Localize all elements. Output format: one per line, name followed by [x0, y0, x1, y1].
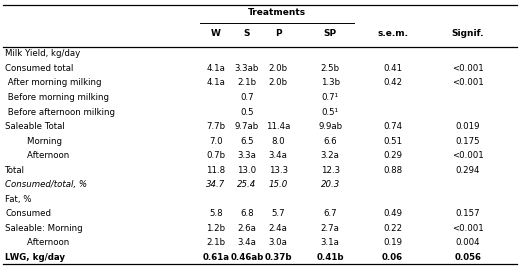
Text: Milk Yield, kg/day: Milk Yield, kg/day — [5, 49, 81, 58]
Text: 2.0b: 2.0b — [269, 78, 288, 88]
Text: 3.3ab: 3.3ab — [235, 64, 259, 73]
Text: 7.0: 7.0 — [209, 136, 223, 146]
Text: Fat, %: Fat, % — [5, 195, 32, 203]
Text: 3.0a: 3.0a — [269, 238, 288, 247]
Text: 0.42: 0.42 — [383, 78, 402, 88]
Text: 34.7: 34.7 — [206, 180, 226, 189]
Text: 3.1a: 3.1a — [321, 238, 340, 247]
Text: Afternoon: Afternoon — [5, 238, 70, 247]
Text: <0.001: <0.001 — [452, 151, 484, 160]
Text: 0.5: 0.5 — [240, 108, 254, 116]
Text: 2.1b: 2.1b — [206, 238, 225, 247]
Text: 0.49: 0.49 — [383, 209, 402, 218]
Text: s.e.m.: s.e.m. — [377, 29, 408, 38]
Text: 0.74: 0.74 — [383, 122, 402, 131]
Text: 0.37b: 0.37b — [264, 253, 292, 262]
Text: 15.0: 15.0 — [268, 180, 288, 189]
Text: 11.4a: 11.4a — [266, 122, 290, 131]
Text: <0.001: <0.001 — [452, 64, 484, 73]
Text: 0.61a: 0.61a — [202, 253, 229, 262]
Text: 5.7: 5.7 — [271, 209, 285, 218]
Text: 4.1a: 4.1a — [206, 78, 225, 88]
Text: 3.4a: 3.4a — [269, 151, 288, 160]
Text: 0.41b: 0.41b — [316, 253, 344, 262]
Text: Before afternoon milking: Before afternoon milking — [5, 108, 115, 116]
Text: 9.9ab: 9.9ab — [318, 122, 342, 131]
Text: After morning milking: After morning milking — [5, 78, 102, 88]
Text: 11.8: 11.8 — [206, 166, 225, 175]
Text: 0.29: 0.29 — [383, 151, 402, 160]
Text: 2.5b: 2.5b — [321, 64, 340, 73]
Text: 2.4a: 2.4a — [269, 223, 288, 233]
Text: 0.019: 0.019 — [456, 122, 480, 131]
Text: 0.06: 0.06 — [382, 253, 403, 262]
Text: 20.3: 20.3 — [320, 180, 340, 189]
Text: 6.5: 6.5 — [240, 136, 254, 146]
Text: 0.004: 0.004 — [456, 238, 480, 247]
Text: LWG, kg/day: LWG, kg/day — [5, 253, 65, 262]
Text: <0.001: <0.001 — [452, 78, 484, 88]
Text: 7.7b: 7.7b — [206, 122, 225, 131]
Text: S: S — [244, 29, 250, 38]
Text: Total: Total — [5, 166, 25, 175]
Text: 0.7: 0.7 — [240, 93, 254, 102]
Text: Signif.: Signif. — [452, 29, 484, 38]
Text: 5.8: 5.8 — [209, 209, 223, 218]
Text: Afternoon: Afternoon — [5, 151, 70, 160]
Text: 8.0: 8.0 — [271, 136, 285, 146]
Text: 9.7ab: 9.7ab — [235, 122, 259, 131]
Text: 3.4a: 3.4a — [238, 238, 256, 247]
Text: Saleable Total: Saleable Total — [5, 122, 65, 131]
Text: <0.001: <0.001 — [452, 223, 484, 233]
Text: W: W — [211, 29, 220, 38]
Text: 0.294: 0.294 — [456, 166, 480, 175]
Text: 0.46ab: 0.46ab — [230, 253, 264, 262]
Text: 2.7a: 2.7a — [321, 223, 340, 233]
Text: 2.6a: 2.6a — [238, 223, 256, 233]
Text: 0.19: 0.19 — [383, 238, 402, 247]
Text: 0.88: 0.88 — [383, 166, 402, 175]
Text: Consumed total: Consumed total — [5, 64, 73, 73]
Text: 0.22: 0.22 — [383, 223, 402, 233]
Text: SP: SP — [323, 29, 337, 38]
Text: 25.4: 25.4 — [237, 180, 257, 189]
Text: 0.7b: 0.7b — [206, 151, 225, 160]
Text: 0.41: 0.41 — [383, 64, 402, 73]
Text: 1.2b: 1.2b — [206, 223, 225, 233]
Text: 4.1a: 4.1a — [206, 64, 225, 73]
Text: 6.8: 6.8 — [240, 209, 254, 218]
Text: 12.3: 12.3 — [321, 166, 340, 175]
Text: Before morning milking: Before morning milking — [5, 93, 109, 102]
Text: 0.7¹: 0.7¹ — [322, 93, 339, 102]
Text: 13.0: 13.0 — [238, 166, 256, 175]
Text: 13.3: 13.3 — [269, 166, 288, 175]
Text: 0.157: 0.157 — [456, 209, 480, 218]
Text: 0.51: 0.51 — [383, 136, 402, 146]
Text: 1.3b: 1.3b — [321, 78, 340, 88]
Text: 3.3a: 3.3a — [238, 151, 256, 160]
Text: Saleable: Morning: Saleable: Morning — [5, 223, 83, 233]
Text: 6.6: 6.6 — [323, 136, 337, 146]
Text: 0.175: 0.175 — [456, 136, 480, 146]
Text: 2.0b: 2.0b — [269, 64, 288, 73]
Text: Treatments: Treatments — [248, 7, 306, 17]
Text: Consumed/total, %: Consumed/total, % — [5, 180, 87, 189]
Text: Morning: Morning — [5, 136, 62, 146]
Text: 0.5¹: 0.5¹ — [322, 108, 339, 116]
Text: 0.056: 0.056 — [454, 253, 482, 262]
Text: 3.2a: 3.2a — [321, 151, 340, 160]
Text: Consumed: Consumed — [5, 209, 51, 218]
Text: P: P — [275, 29, 281, 38]
Text: 6.7: 6.7 — [323, 209, 337, 218]
Text: 2.1b: 2.1b — [238, 78, 256, 88]
